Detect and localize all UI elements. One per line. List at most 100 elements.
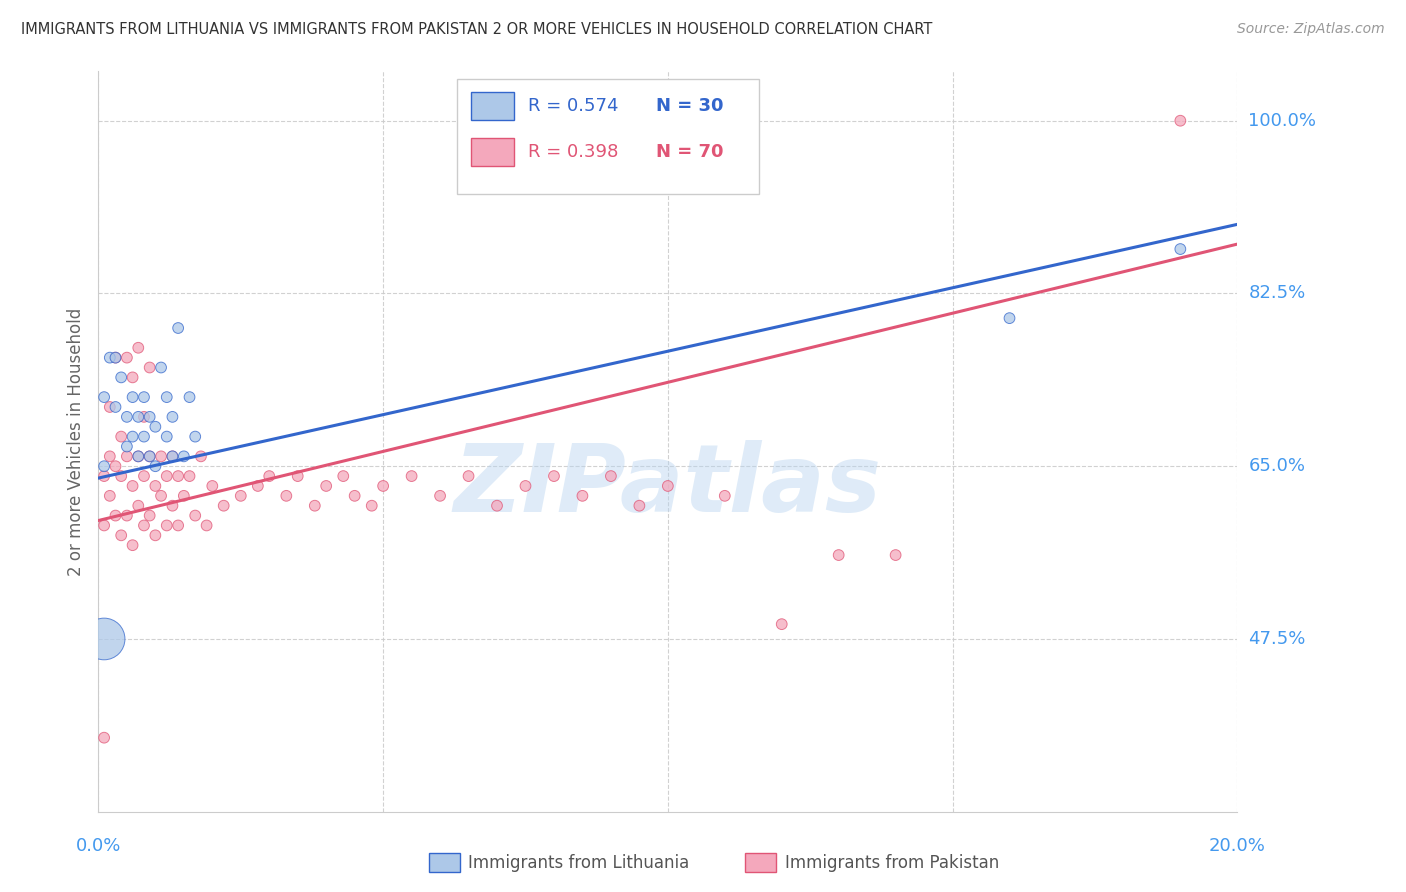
Point <box>156 429 179 443</box>
Point <box>93 469 115 483</box>
Point <box>714 489 737 503</box>
Point <box>104 459 127 474</box>
Point <box>127 450 149 464</box>
Text: Immigrants from Pakistan: Immigrants from Pakistan <box>785 854 998 871</box>
Point <box>167 469 190 483</box>
Point <box>121 429 143 443</box>
Point <box>571 489 593 503</box>
Point <box>104 351 127 365</box>
Point <box>195 518 218 533</box>
Point <box>115 508 138 523</box>
Point <box>115 450 138 464</box>
Point <box>156 390 179 404</box>
Point <box>287 469 309 483</box>
Text: ZIPatlas: ZIPatlas <box>454 440 882 532</box>
Point <box>190 450 212 464</box>
Point <box>162 409 184 424</box>
Point <box>127 450 149 464</box>
Point <box>770 617 793 632</box>
Point <box>121 538 143 552</box>
Point <box>145 419 167 434</box>
Point <box>486 499 509 513</box>
Point <box>110 528 132 542</box>
Point <box>145 459 167 474</box>
Point <box>121 390 143 404</box>
Point <box>162 450 184 464</box>
Point <box>138 360 160 375</box>
Point <box>179 390 201 404</box>
Point <box>115 351 138 365</box>
Point <box>127 409 149 424</box>
Point <box>132 409 155 424</box>
Point <box>600 469 623 483</box>
Point <box>304 499 326 513</box>
Point <box>145 479 167 493</box>
Point <box>167 518 190 533</box>
Point <box>110 429 132 443</box>
Point <box>132 429 155 443</box>
Point <box>173 450 195 464</box>
Point <box>156 518 179 533</box>
Text: 100.0%: 100.0% <box>1249 112 1316 129</box>
Point <box>162 450 184 464</box>
Point <box>246 479 269 493</box>
Point <box>138 450 160 464</box>
Point <box>543 469 565 483</box>
Point <box>884 548 907 562</box>
Point <box>138 508 160 523</box>
Text: 47.5%: 47.5% <box>1249 630 1306 648</box>
Point <box>201 479 224 493</box>
Point <box>93 459 115 474</box>
Text: N = 70: N = 70 <box>657 143 724 161</box>
Point <box>132 518 155 533</box>
Point <box>150 450 173 464</box>
Point <box>110 370 132 384</box>
Point <box>104 508 127 523</box>
Text: IMMIGRANTS FROM LITHUANIA VS IMMIGRANTS FROM PAKISTAN 2 OR MORE VEHICLES IN HOUS: IMMIGRANTS FROM LITHUANIA VS IMMIGRANTS … <box>21 22 932 37</box>
Point <box>132 469 155 483</box>
FancyBboxPatch shape <box>471 138 515 166</box>
Point <box>156 469 179 483</box>
Point <box>104 351 127 365</box>
Point <box>93 518 115 533</box>
Text: 0.0%: 0.0% <box>76 837 121 855</box>
Text: 20.0%: 20.0% <box>1209 837 1265 855</box>
Point <box>998 311 1021 326</box>
Point <box>276 489 298 503</box>
Point <box>121 479 143 493</box>
Point <box>657 479 679 493</box>
Point <box>429 489 451 503</box>
Point <box>98 450 121 464</box>
Text: 82.5%: 82.5% <box>1249 285 1306 302</box>
Point <box>360 499 382 513</box>
Point <box>332 469 354 483</box>
Point <box>93 390 115 404</box>
Point <box>93 632 115 646</box>
Point <box>179 469 201 483</box>
Point <box>628 499 651 513</box>
Point <box>145 528 167 542</box>
Y-axis label: 2 or more Vehicles in Household: 2 or more Vehicles in Household <box>66 308 84 575</box>
Point <box>1170 113 1192 128</box>
Text: N = 30: N = 30 <box>657 97 724 115</box>
Text: Immigrants from Lithuania: Immigrants from Lithuania <box>468 854 689 871</box>
Point <box>184 508 207 523</box>
Text: Source: ZipAtlas.com: Source: ZipAtlas.com <box>1237 22 1385 37</box>
Point <box>373 479 395 493</box>
Point <box>138 450 160 464</box>
Point <box>162 499 184 513</box>
Point <box>110 469 132 483</box>
Point <box>127 341 149 355</box>
Point <box>115 409 138 424</box>
Point <box>98 400 121 414</box>
Point <box>98 489 121 503</box>
FancyBboxPatch shape <box>471 92 515 120</box>
Point <box>343 489 366 503</box>
Point <box>93 731 115 745</box>
Point <box>212 499 235 513</box>
FancyBboxPatch shape <box>457 78 759 194</box>
Point <box>315 479 337 493</box>
Point <box>121 370 143 384</box>
Point <box>167 321 190 335</box>
Point <box>98 351 121 365</box>
